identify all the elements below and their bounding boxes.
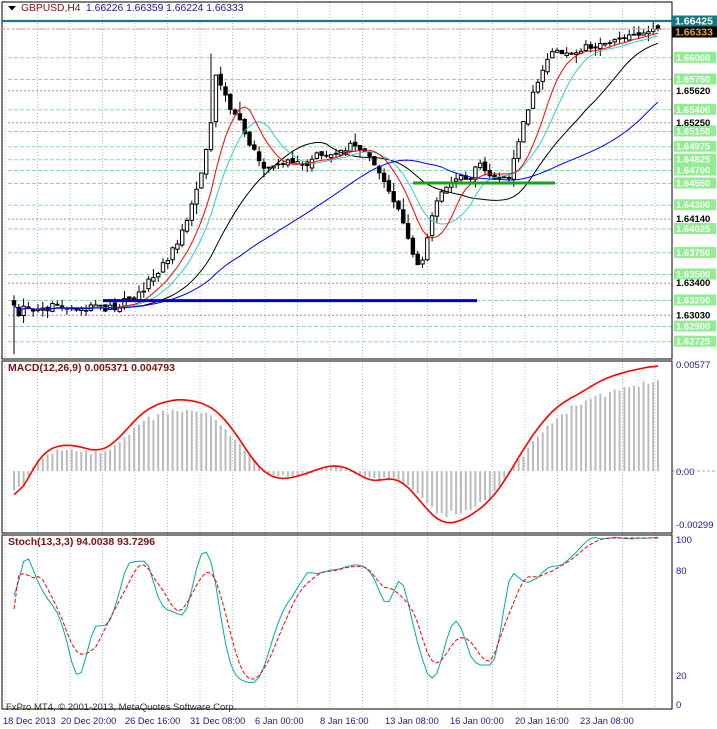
svg-text:1.63030: 1.63030 bbox=[676, 310, 710, 321]
svg-text:1.66333: 1.66333 bbox=[675, 27, 713, 39]
svg-text:1.66000: 1.66000 bbox=[676, 53, 710, 64]
svg-text:1.65400: 1.65400 bbox=[676, 105, 710, 116]
svg-text:1.63200: 1.63200 bbox=[676, 296, 710, 307]
svg-text:1.62725: 1.62725 bbox=[676, 337, 711, 348]
svg-text:80: 80 bbox=[676, 566, 687, 577]
svg-text:0: 0 bbox=[676, 700, 681, 711]
svg-text:1.65250: 1.65250 bbox=[676, 118, 710, 129]
svg-text:1.65620: 1.65620 bbox=[676, 86, 710, 97]
svg-text:FxPro MT4, © 2001-2013, MetaQu: FxPro MT4, © 2001-2013, MetaQuotes Softw… bbox=[6, 702, 236, 713]
svg-text:1.63400: 1.63400 bbox=[676, 278, 710, 289]
svg-text:1.62900: 1.62900 bbox=[676, 322, 710, 333]
svg-text:0.00: 0.00 bbox=[676, 467, 695, 478]
svg-text:20: 20 bbox=[676, 671, 687, 682]
svg-text:8 Jan 16:00: 8 Jan 16:00 bbox=[320, 716, 369, 726]
svg-text:-0.00299: -0.00299 bbox=[676, 520, 714, 531]
svg-text:20 Jan 16:00: 20 Jan 16:00 bbox=[515, 716, 569, 726]
svg-text:31 Dec 08:00: 31 Dec 08:00 bbox=[190, 716, 245, 726]
svg-text:1.64700: 1.64700 bbox=[676, 166, 710, 177]
svg-text:1.66226 1.66359 1.66224 1.6633: 1.66226 1.66359 1.66224 1.66333 bbox=[86, 3, 244, 14]
svg-text:23 Jan 08:00: 23 Jan 08:00 bbox=[580, 716, 634, 726]
svg-text:26 Dec 16:00: 26 Dec 16:00 bbox=[125, 716, 180, 726]
svg-text:1.64825: 1.64825 bbox=[676, 155, 711, 166]
svg-text:Stoch(13,3,3) 94.0038 93.7296: Stoch(13,3,3) 94.0038 93.7296 bbox=[8, 536, 155, 548]
svg-text:6 Jan 00:00: 6 Jan 00:00 bbox=[255, 716, 304, 726]
svg-text:13 Jan 08:00: 13 Jan 08:00 bbox=[385, 716, 439, 726]
svg-text:1.64975: 1.64975 bbox=[676, 142, 711, 153]
svg-text:1.64550: 1.64550 bbox=[676, 179, 710, 190]
svg-text:1.65750: 1.65750 bbox=[676, 75, 710, 86]
svg-text:16 Jan 00:00: 16 Jan 00:00 bbox=[450, 716, 504, 726]
svg-text:GBPUSD,H4: GBPUSD,H4 bbox=[21, 3, 81, 14]
svg-text:20 Dec 20:00: 20 Dec 20:00 bbox=[61, 716, 116, 726]
svg-text:1.64140: 1.64140 bbox=[676, 214, 710, 225]
svg-text:1.64300: 1.64300 bbox=[676, 200, 710, 211]
svg-text:100: 100 bbox=[676, 535, 692, 546]
svg-text:1.63750: 1.63750 bbox=[676, 248, 710, 259]
svg-text:1.64025: 1.64025 bbox=[676, 224, 711, 235]
svg-text:MACD(12,26,9) 0.005371 0.00479: MACD(12,26,9) 0.005371 0.004793 bbox=[8, 362, 175, 374]
svg-text:18 Dec 2013: 18 Dec 2013 bbox=[3, 716, 56, 726]
svg-text:0.00577: 0.00577 bbox=[676, 360, 710, 371]
